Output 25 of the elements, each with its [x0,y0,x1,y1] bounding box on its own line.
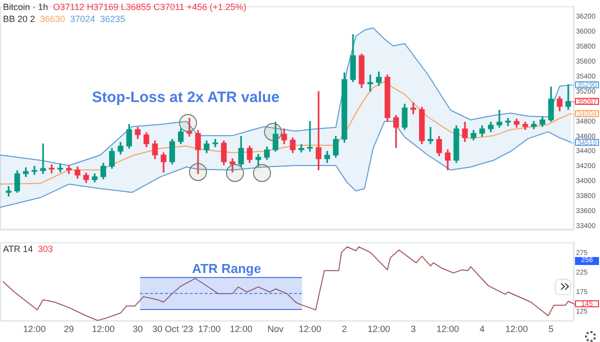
x-tick-label: 4 [480,324,485,334]
x-tick-label: 30 [132,324,143,334]
x-tick-label: 12:00 [505,324,528,334]
annotation: 37024 [70,14,96,25]
annotation: 303 [38,244,53,255]
annotation: 36630 [40,14,66,25]
annotation: ATR Range [192,260,262,277]
x-tick-label: 5 [548,324,554,334]
x-tick-label: 12:00 [92,324,115,334]
x-tick-label: 12:00 [368,324,390,334]
annotation: ATR 14 [3,244,33,255]
x-tick-label: Nov [268,324,284,334]
x-tick-label: 29 [64,324,74,334]
x-tick-label: 12:00 [298,324,322,334]
annotation: Stop-Loss at 2x ATR value [92,88,280,107]
annotation: BB 20 2 [3,14,36,25]
x-tick-label: 12:00 [436,324,459,334]
x-tick-label: 2 [342,324,347,334]
x-tick-label: 12:00 [23,324,46,334]
annotation: 36235 [100,14,126,25]
x-tick-label: 30 Oct '23 17:00 [152,324,221,334]
x-tick-label: 3 [410,324,416,334]
annotation: O37112 H37169 L36855 C37011 +456 (+1.25%) [53,2,246,13]
annotation: Bitcoin · 1h [3,2,48,13]
x-tick-label: 12:00 [230,324,252,334]
